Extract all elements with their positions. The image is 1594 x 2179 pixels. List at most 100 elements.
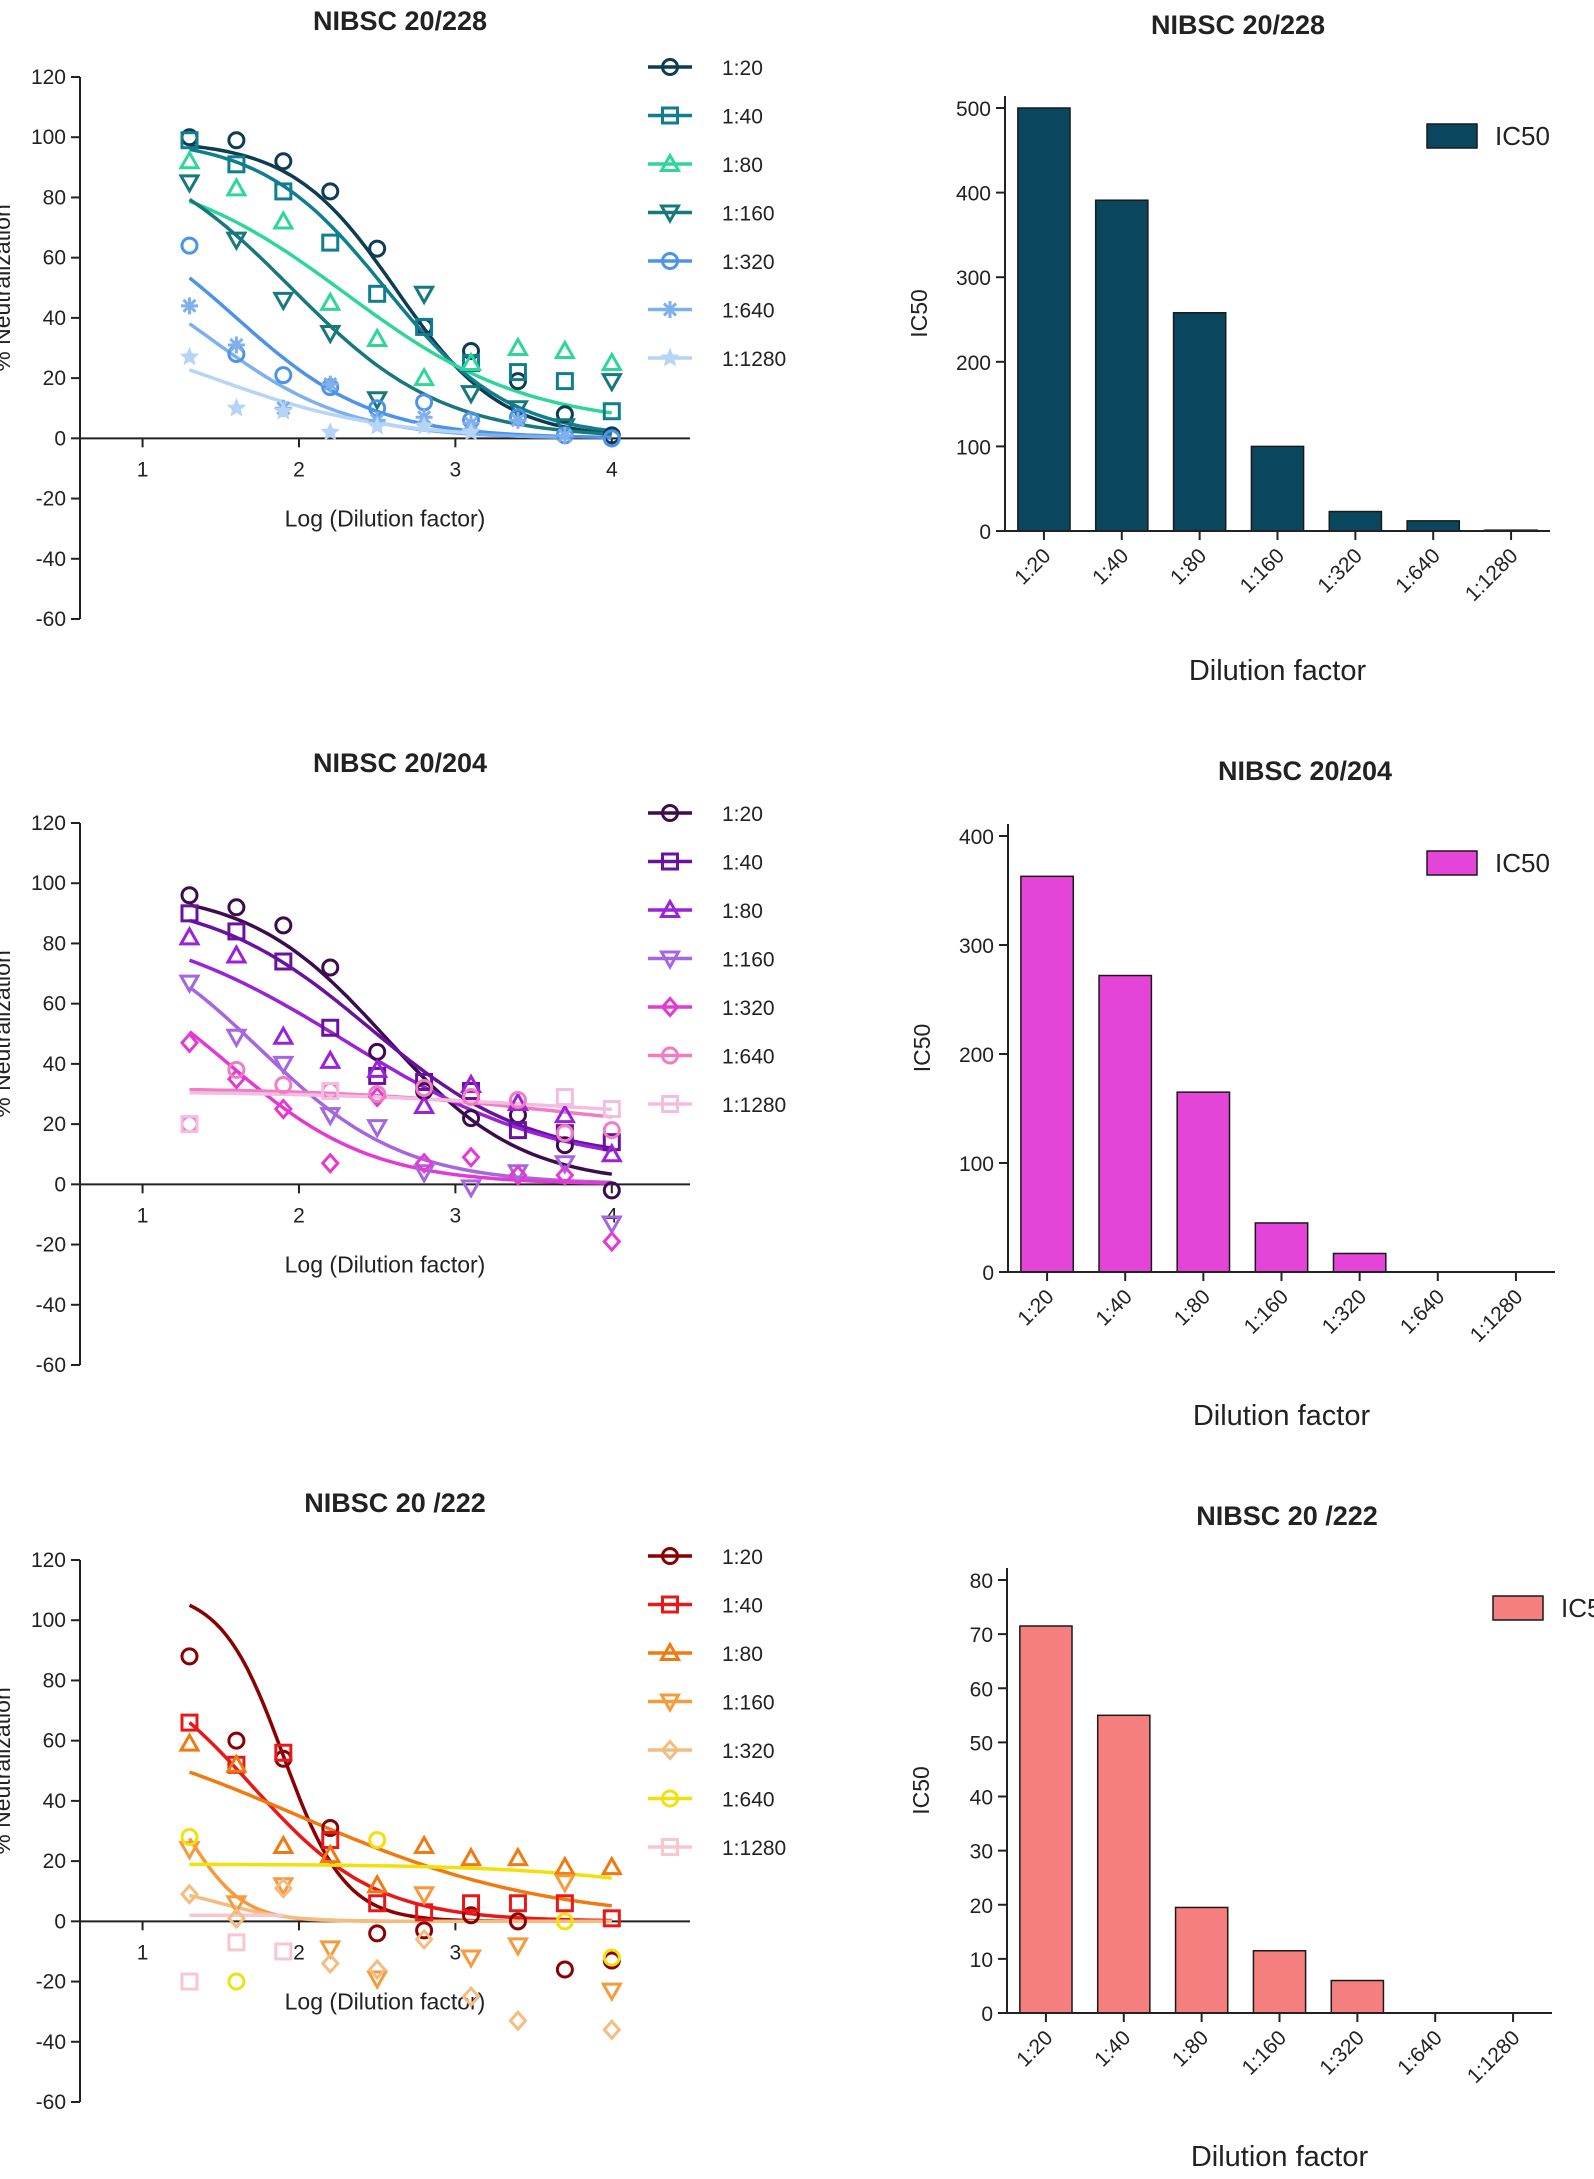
- x-tick-label: 1:20: [1013, 1285, 1058, 1330]
- data-point-1-20: [462, 1109, 481, 1128]
- bar-1-20: [1017, 107, 1071, 532]
- data-point-1-80: [506, 336, 530, 356]
- data-point-1-160: [413, 1886, 436, 1906]
- legend-label: 1:1280: [722, 1094, 786, 1117]
- bar-1-20: [1019, 1625, 1073, 2014]
- data-point-1-20: [555, 405, 574, 424]
- panel-title: NIBSC 20 /222: [304, 1488, 486, 1518]
- x-tick-label: 1:320: [1313, 544, 1366, 597]
- data-point-1-80: [600, 1142, 623, 1163]
- data-point-1-160: [366, 1970, 389, 1991]
- y-axis-label: IC50: [909, 1024, 935, 1073]
- panel-title: NIBSC 20/204: [1218, 756, 1392, 786]
- legend-label: 1:640: [722, 1046, 775, 1069]
- x-tick-label: 1:640: [1396, 1285, 1449, 1338]
- x-tick-label: 1:80: [1168, 2026, 1213, 2071]
- data-point-1-80: [225, 176, 248, 197]
- data-point-1-80: [319, 291, 342, 311]
- legend-marker-1-40: [661, 106, 679, 125]
- data-point-1-1280: [179, 346, 200, 366]
- data-point-1-320: [320, 1952, 340, 1975]
- data-point-1-640: [227, 1972, 246, 1991]
- data-point-1-20: [274, 152, 293, 171]
- x-axis-label: Dilution factor: [1193, 1400, 1371, 1432]
- y-tick-label: 300: [956, 267, 991, 290]
- data-point-1-20: [321, 1818, 340, 1837]
- data-point-1-1280: [461, 422, 481, 441]
- data-point-1-320: [508, 2009, 528, 2032]
- data-point-1-40: [462, 1894, 481, 1913]
- x-tick-label: 3: [450, 458, 462, 481]
- y-tick-label: 120: [31, 812, 66, 835]
- data-point-1-640: [509, 411, 527, 429]
- bar-1-160: [1250, 445, 1305, 532]
- data-point-1-40: [508, 1121, 527, 1140]
- y-tick-label: -40: [36, 548, 66, 571]
- bar-1-80: [1172, 311, 1227, 532]
- y-tick-label: 100: [31, 872, 66, 895]
- y-tick-label: 80: [43, 186, 66, 209]
- data-point-1-160: [553, 1155, 576, 1175]
- data-point-1-20: [227, 1731, 246, 1750]
- legend-marker-1-160: [658, 950, 682, 971]
- x-tick-label: 2: [293, 1941, 305, 1964]
- data-point-1-160: [319, 1107, 342, 1127]
- data-point-1-160: [272, 291, 295, 312]
- data-point-1-640: [368, 1831, 387, 1850]
- data-point-1-320: [273, 1877, 293, 1899]
- data-point-1-20: [508, 372, 527, 391]
- y-tick-label: 60: [970, 1678, 993, 1701]
- data-point-1-1280: [367, 415, 387, 435]
- legend-label: IC50: [1495, 848, 1550, 878]
- data-point-1-40: [508, 363, 527, 382]
- data-point-1-160: [553, 418, 576, 438]
- data-point-1-40: [555, 1894, 574, 1913]
- data-point-1-20: [415, 1921, 434, 1940]
- bar-1-320: [1328, 510, 1383, 532]
- data-point-1-80: [413, 1094, 436, 1115]
- bar-1-40: [1098, 974, 1153, 1273]
- y-tick-label: 40: [970, 1787, 993, 1810]
- y-axis-label: IC50: [908, 1766, 934, 1815]
- data-point-1-640: [602, 1121, 621, 1140]
- data-point-1-80: [506, 1091, 530, 1112]
- data-point-1-20: [462, 1906, 481, 1925]
- data-point-1-160: [178, 174, 201, 194]
- legend-marker-1-1280: [661, 1095, 679, 1113]
- data-point-1-40: [602, 1909, 621, 1928]
- fit-curve-1-40: [188, 1721, 612, 1923]
- data-point-1-1280: [321, 1081, 340, 1100]
- x-tick-label: 1:160: [1238, 2026, 1291, 2079]
- data-point-1-80: [600, 1855, 623, 1876]
- x-tick-label: 1:20: [1010, 544, 1055, 589]
- data-point-1-20: [227, 131, 246, 150]
- y-tick-label: 80: [43, 932, 66, 955]
- data-point-1-160: [225, 231, 248, 252]
- data-point-1-1280: [180, 1972, 199, 1991]
- legend-label: IC50: [1495, 121, 1550, 151]
- data-point-1-80: [225, 1753, 248, 1773]
- x-tick-label: 1:20: [1012, 2026, 1057, 2071]
- data-point-1-20: [555, 1960, 574, 1979]
- fit-curve-1-40: [189, 147, 613, 433]
- data-point-1-40: [274, 952, 293, 971]
- y-tick-label: 120: [31, 66, 66, 89]
- x-tick-label: 1:40: [1092, 1285, 1137, 1330]
- y-tick-label: 100: [31, 1609, 66, 1632]
- y-tick-label: 10: [970, 1949, 993, 1972]
- data-point-1-80: [178, 1732, 201, 1752]
- x-axis-label: Log (Dilution factor): [285, 1251, 486, 1277]
- data-point-1-80: [553, 339, 576, 360]
- data-point-1-1280: [274, 1942, 293, 1961]
- data-point-1-640: [555, 1912, 574, 1931]
- data-point-1-160: [178, 974, 201, 995]
- legend-label: 1:20: [722, 803, 763, 826]
- y-axis-label: % Neutralization: [0, 950, 15, 1117]
- x-tick-label: 3: [450, 1941, 462, 1964]
- bar-1-80: [1174, 1906, 1229, 2014]
- x-tick-label: 2: [293, 1204, 305, 1227]
- data-point-1-640: [274, 1075, 293, 1094]
- legend-swatch: [1426, 123, 1478, 149]
- legend-label: 1:640: [722, 300, 775, 323]
- bar-1-320: [1332, 1252, 1387, 1273]
